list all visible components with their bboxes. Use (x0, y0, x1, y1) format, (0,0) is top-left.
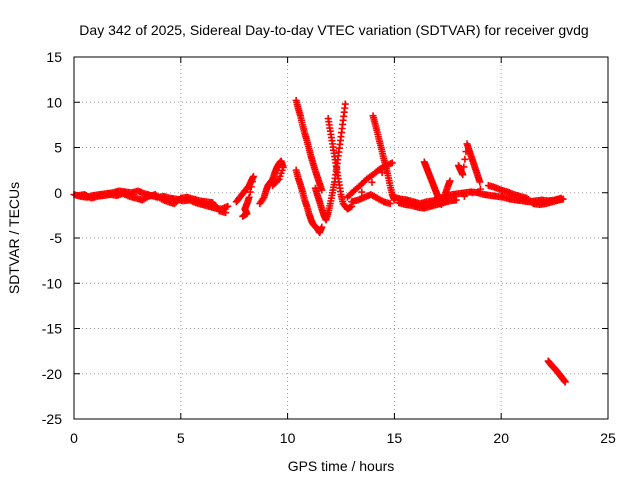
y-tick-label: 15 (46, 49, 62, 65)
data-point (248, 178, 256, 186)
data-point (341, 100, 349, 108)
y-tick-label: 5 (54, 140, 62, 156)
data-point (460, 192, 468, 200)
data-point (476, 178, 484, 186)
data-point (222, 209, 230, 217)
data-point (246, 188, 254, 196)
y-tick-label: -5 (50, 230, 63, 246)
x-tick-label: 0 (70, 430, 78, 446)
y-tick-label: -15 (42, 321, 62, 337)
data-point (452, 196, 460, 204)
data-point (388, 159, 396, 167)
data-point (247, 183, 255, 191)
y-tick-label: 0 (54, 185, 62, 201)
series-arc-7h (232, 172, 257, 220)
series-arc-18h (454, 140, 484, 186)
data-point (459, 171, 467, 179)
data-point (249, 172, 257, 180)
series-arc-10h-b (292, 166, 326, 237)
data-point (239, 212, 247, 220)
data-point (460, 163, 468, 171)
data-point (269, 182, 277, 190)
y-tick-label: 10 (46, 94, 62, 110)
series-arc-16h (420, 158, 454, 209)
data-point (378, 169, 386, 177)
x-tick-label: 25 (600, 430, 616, 446)
data-point (318, 186, 326, 194)
data-point (368, 178, 376, 186)
data-point (461, 155, 469, 163)
y-axis-ticks: -25 -20 -15 -10 -5 0 5 10 15 (42, 49, 608, 427)
grid-lines (74, 57, 608, 419)
y-tick-label: -10 (42, 275, 62, 291)
data-point (358, 188, 366, 196)
data-point (446, 177, 454, 185)
data-point (386, 200, 394, 208)
y-tick-label: -20 (42, 366, 62, 382)
x-tick-label: 10 (280, 430, 296, 446)
data-point (559, 195, 567, 203)
x-tick-label: 20 (493, 430, 509, 446)
data-point (561, 378, 569, 386)
series-arc-11h (311, 100, 349, 224)
x-tick-label: 15 (387, 430, 403, 446)
x-tick-label: 5 (177, 430, 185, 446)
data-point (318, 223, 326, 231)
series-arc-14h (369, 112, 398, 204)
series-arc-10h-a (292, 96, 326, 194)
series-arc-12h (324, 115, 356, 213)
series-baseline-b (74, 190, 230, 217)
data-point (476, 185, 484, 193)
chart-title: Day 342 of 2025, Sidereal Day-to-day VTE… (79, 22, 588, 38)
y-tick-label: -25 (42, 411, 62, 427)
data-point (468, 189, 476, 197)
series-tail-22h (544, 357, 569, 386)
x-axis-ticks: 0 5 10 15 20 25 (70, 57, 616, 446)
series-band-13-15h (343, 159, 396, 208)
data-point (224, 202, 232, 210)
y-axis-label: SDTVAR / TECUs (6, 182, 22, 294)
plot-frame (73, 56, 609, 420)
series-arc-9h (256, 157, 287, 208)
data-points (70, 96, 569, 386)
x-axis-label: GPS time / hours (288, 458, 395, 474)
